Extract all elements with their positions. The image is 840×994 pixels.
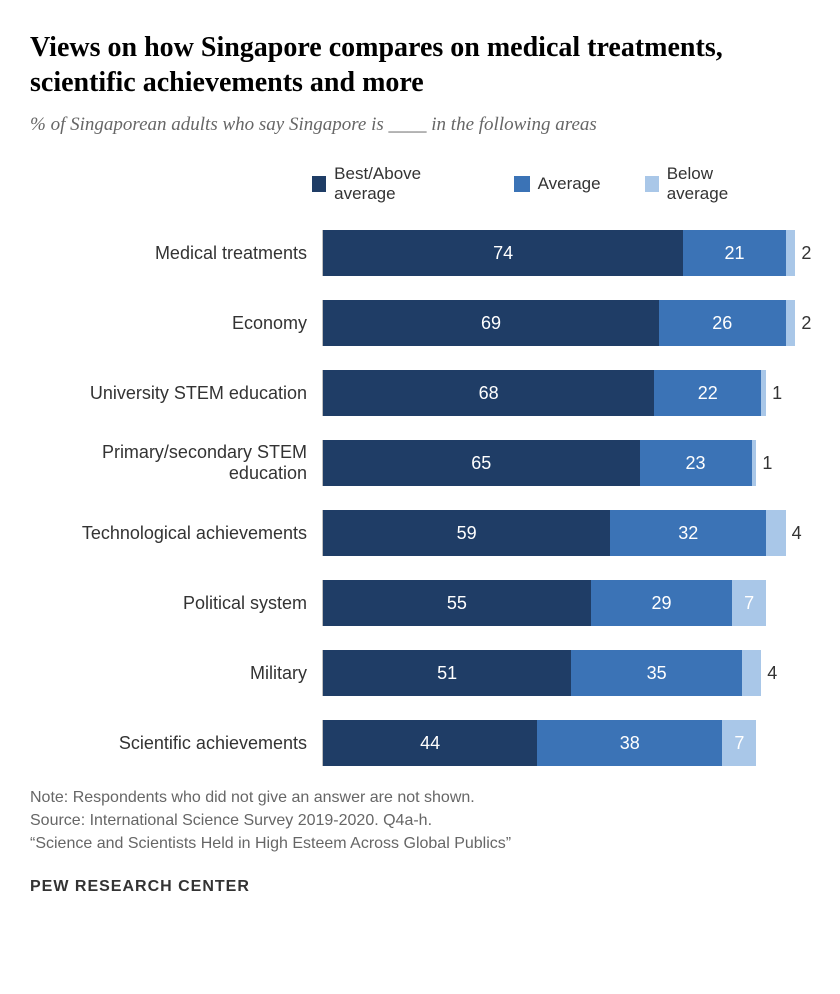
bar-track: 59324 bbox=[322, 510, 810, 556]
source-line: Source: International Science Survey 201… bbox=[30, 809, 810, 832]
legend-swatch-avg bbox=[514, 176, 530, 192]
bar-track: 65231 bbox=[322, 440, 810, 486]
page-subtitle: % of Singaporean adults who say Singapor… bbox=[30, 114, 810, 136]
note-line: Note: Respondents who did not give an an… bbox=[30, 786, 810, 809]
row-label: Military bbox=[30, 663, 322, 684]
chart-row: Medical treatments74212 bbox=[30, 226, 810, 280]
seg-avg: 22 bbox=[654, 370, 761, 416]
page-title: Views on how Singapore compares on medic… bbox=[30, 30, 810, 100]
quote-line: “Science and Scientists Held in High Est… bbox=[30, 832, 810, 855]
legend-item-avg: Average bbox=[514, 174, 601, 194]
seg-below: 2 bbox=[786, 300, 796, 346]
seg-below: 7 bbox=[732, 580, 766, 626]
legend: Best/Above average Average Below average bbox=[312, 164, 810, 204]
seg-avg: 21 bbox=[683, 230, 785, 276]
seg-avg: 29 bbox=[591, 580, 732, 626]
bar-track: 55297 bbox=[322, 580, 810, 626]
bar-track: 74212 bbox=[322, 230, 810, 276]
seg-avg: 32 bbox=[610, 510, 766, 556]
seg-best: 69 bbox=[323, 300, 659, 346]
chart-row: Technological achievements59324 bbox=[30, 506, 810, 560]
seg-value-outside: 2 bbox=[801, 313, 811, 334]
seg-best: 51 bbox=[323, 650, 571, 696]
legend-item-below: Below average bbox=[645, 164, 766, 204]
chart-row: Military51354 bbox=[30, 646, 810, 700]
seg-avg: 35 bbox=[571, 650, 741, 696]
chart-row: University STEM education68221 bbox=[30, 366, 810, 420]
seg-below: 4 bbox=[766, 510, 785, 556]
bar-track: 68221 bbox=[322, 370, 810, 416]
seg-best: 55 bbox=[323, 580, 591, 626]
seg-best: 74 bbox=[323, 230, 683, 276]
seg-value-outside: 1 bbox=[772, 383, 782, 404]
chart-row: Economy69262 bbox=[30, 296, 810, 350]
row-label: Medical treatments bbox=[30, 243, 322, 264]
chart-row: Primary/secondary STEM education65231 bbox=[30, 436, 810, 490]
seg-best: 68 bbox=[323, 370, 654, 416]
seg-avg: 38 bbox=[537, 720, 722, 766]
row-label: University STEM education bbox=[30, 383, 322, 404]
seg-avg: 26 bbox=[659, 300, 786, 346]
row-label: Scientific achievements bbox=[30, 733, 322, 754]
seg-avg: 23 bbox=[640, 440, 752, 486]
legend-label-best: Best/Above average bbox=[334, 164, 469, 204]
seg-value-outside: 1 bbox=[762, 453, 772, 474]
seg-value-outside: 4 bbox=[792, 523, 802, 544]
legend-label-below: Below average bbox=[667, 164, 766, 204]
legend-label-avg: Average bbox=[538, 174, 601, 194]
legend-item-best: Best/Above average bbox=[312, 164, 470, 204]
row-label: Technological achievements bbox=[30, 523, 322, 544]
bar-chart: Medical treatments74212Economy69262Unive… bbox=[30, 226, 810, 770]
footer-attribution: PEW RESEARCH CENTER bbox=[30, 878, 810, 896]
seg-value-outside: 4 bbox=[767, 663, 777, 684]
seg-best: 59 bbox=[323, 510, 610, 556]
row-label: Economy bbox=[30, 313, 322, 334]
legend-swatch-best bbox=[312, 176, 326, 192]
seg-below: 1 bbox=[761, 370, 766, 416]
bar-track: 51354 bbox=[322, 650, 810, 696]
seg-below: 4 bbox=[742, 650, 761, 696]
seg-best: 44 bbox=[323, 720, 537, 766]
row-label: Primary/secondary STEM education bbox=[30, 442, 322, 484]
seg-below: 1 bbox=[752, 440, 757, 486]
chart-row: Political system55297 bbox=[30, 576, 810, 630]
seg-below: 2 bbox=[786, 230, 796, 276]
bar-track: 44387 bbox=[322, 720, 810, 766]
seg-below: 7 bbox=[722, 720, 756, 766]
seg-value-outside: 2 bbox=[801, 243, 811, 264]
chart-row: Scientific achievements44387 bbox=[30, 716, 810, 770]
bar-track: 69262 bbox=[322, 300, 810, 346]
notes: Note: Respondents who did not give an an… bbox=[30, 786, 810, 856]
seg-best: 65 bbox=[323, 440, 640, 486]
legend-swatch-below bbox=[645, 176, 659, 192]
row-label: Political system bbox=[30, 593, 322, 614]
